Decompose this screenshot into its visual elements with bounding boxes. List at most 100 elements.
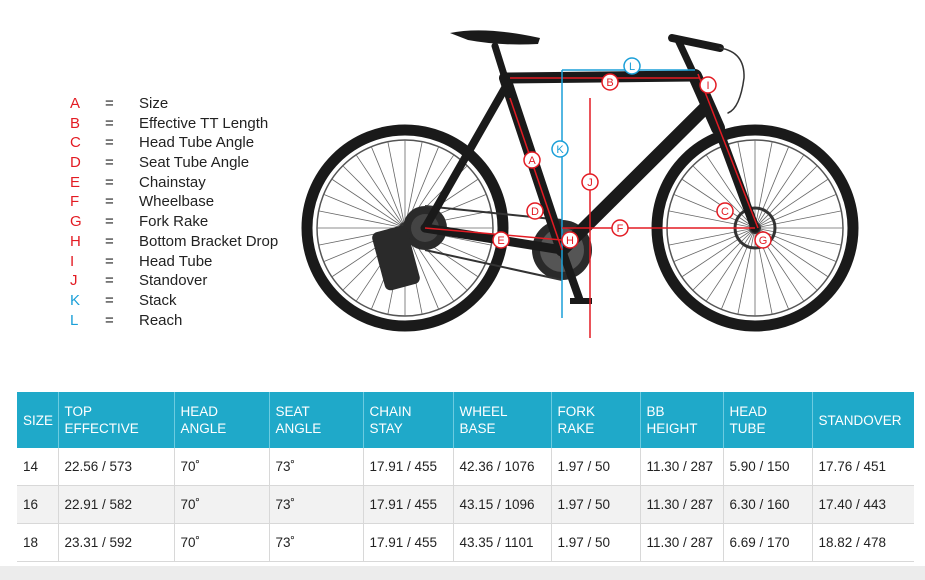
marker-c: C [721, 206, 729, 218]
geometry-lines [424, 69, 759, 338]
legend-label: Head Tube [139, 252, 213, 270]
marker-b: B [606, 77, 613, 89]
table-row: 18 23.31 / 592 70˚ 73˚ 17.91 / 455 43.35 / 11… [17, 523, 914, 562]
column-header-line: STAY [369, 421, 403, 436]
marker-d: D [531, 206, 539, 218]
spoke [754, 178, 829, 229]
spoke [342, 165, 406, 229]
column-header-line: SEAT [275, 404, 310, 419]
spoke [318, 210, 406, 229]
spoke [754, 193, 837, 229]
table-row: 16 22.91 / 582 70˚ 73˚ 17.91 / 455 43.15 / 10… [17, 485, 914, 524]
spoke [331, 178, 406, 229]
table-cell: 17.91 / 455 [363, 448, 454, 486]
column-header: WHEEL BASE [453, 392, 552, 448]
legend-equals: = [105, 114, 114, 132]
table-cell: 6.69 / 170 [723, 523, 813, 562]
table-cell: 42.36 / 1076 [453, 448, 552, 486]
column-header: SEAT ANGLE [269, 392, 364, 448]
marker-h: H [566, 235, 574, 247]
table-cell: 22.56 / 573 [58, 448, 175, 486]
column-header: BB HEIGHT [640, 392, 724, 448]
table-cell: 11.30 / 287 [640, 485, 724, 524]
column-header-line: SIZE [23, 412, 54, 428]
legend-label: Standover [139, 272, 208, 290]
table-cell: 1.97 / 50 [551, 523, 641, 562]
legend-label: Fork Rake [139, 213, 209, 231]
legend-letter: F [70, 193, 80, 211]
legend-label: Chainstay [139, 173, 206, 191]
legend-label: Wheelbase [139, 193, 215, 211]
legend-letter: L [70, 311, 79, 329]
handlebar [668, 34, 745, 114]
column-header-line: FORK [557, 404, 596, 419]
marker-l: L [629, 61, 635, 73]
spoke [355, 154, 406, 229]
column-header-line: HEAD [729, 404, 768, 419]
legend-equals: = [105, 232, 114, 250]
marker-k: K [556, 144, 564, 156]
table-cell: 18.82 / 478 [812, 523, 914, 562]
spoke [370, 146, 406, 229]
legend-equals: = [105, 95, 114, 112]
legend-letter: A [70, 95, 81, 112]
spoke [720, 227, 756, 310]
table-cell: 73˚ [269, 523, 364, 562]
spoke [754, 146, 790, 229]
legend-equals: = [105, 173, 114, 191]
column-header: STANDOVER [812, 392, 914, 448]
marker-g: G [759, 235, 768, 247]
table-cell: 11.30 / 287 [640, 448, 724, 486]
marker-e: E [497, 235, 504, 247]
legend-label: Head Tube Angle [139, 134, 255, 152]
legend-letter: E [70, 173, 81, 191]
spoke [668, 227, 756, 246]
legend-label: Reach [139, 311, 183, 329]
legend-equals: = [105, 213, 114, 231]
column-header-line: HEIGHT [646, 421, 698, 436]
legend-label: Stack [139, 291, 177, 309]
column-header-line: BASE [459, 421, 496, 436]
table-cell: 17.91 / 455 [363, 523, 454, 562]
legend-label: Bottom Bracket Drop [139, 232, 279, 250]
spoke [404, 141, 423, 229]
geometry-markers: B L I A K J D C F E H G [492, 57, 772, 249]
column-header: HEAD TUBE [723, 392, 813, 448]
column-header-line: RAKE [557, 421, 595, 436]
column-header-line: ANGLE [275, 421, 322, 436]
table-cell: 16 [17, 485, 59, 524]
table-cell: 17.91 / 455 [363, 485, 454, 524]
spoke [754, 227, 842, 246]
table-cell: 1.97 / 50 [551, 448, 641, 486]
column-header-line: BB [646, 404, 665, 419]
legend-equals: = [105, 154, 114, 172]
legend-letter: C [70, 134, 81, 152]
spoke [692, 227, 756, 291]
legend-letter: H [70, 232, 81, 250]
table-cell: 73˚ [269, 448, 364, 486]
column-header-line: ANGLE [180, 421, 227, 436]
column-header-line: HEAD [180, 404, 219, 419]
column-header-line: CHAIN [369, 404, 412, 419]
table-cell: 73˚ [269, 485, 364, 524]
table-cell: 70˚ [174, 485, 270, 524]
legend-equals: = [105, 193, 114, 211]
legend-label: Seat Tube Angle [139, 154, 250, 172]
legend-equals: = [105, 311, 114, 329]
legend-label: Effective TT Length [139, 114, 269, 132]
table-cell: 5.90 / 150 [723, 448, 813, 486]
table-cell: 1.97 / 50 [551, 485, 641, 524]
column-header: FORK RAKE [551, 392, 641, 448]
column-header-line: EFFECTIVE [64, 421, 139, 436]
spoke [737, 227, 756, 315]
marker-a: A [528, 155, 536, 167]
spoke [754, 165, 818, 229]
legend-letter: I [70, 252, 75, 270]
column-header-line: STANDOVER [818, 412, 902, 428]
spoke [673, 227, 756, 263]
column-header: HEAD ANGLE [174, 392, 270, 448]
legend-letter: G [70, 213, 82, 231]
table-cell: 70˚ [174, 448, 270, 486]
table-cell: 43.35 / 1101 [453, 523, 552, 562]
column-header: CHAIN STAY [363, 392, 454, 448]
